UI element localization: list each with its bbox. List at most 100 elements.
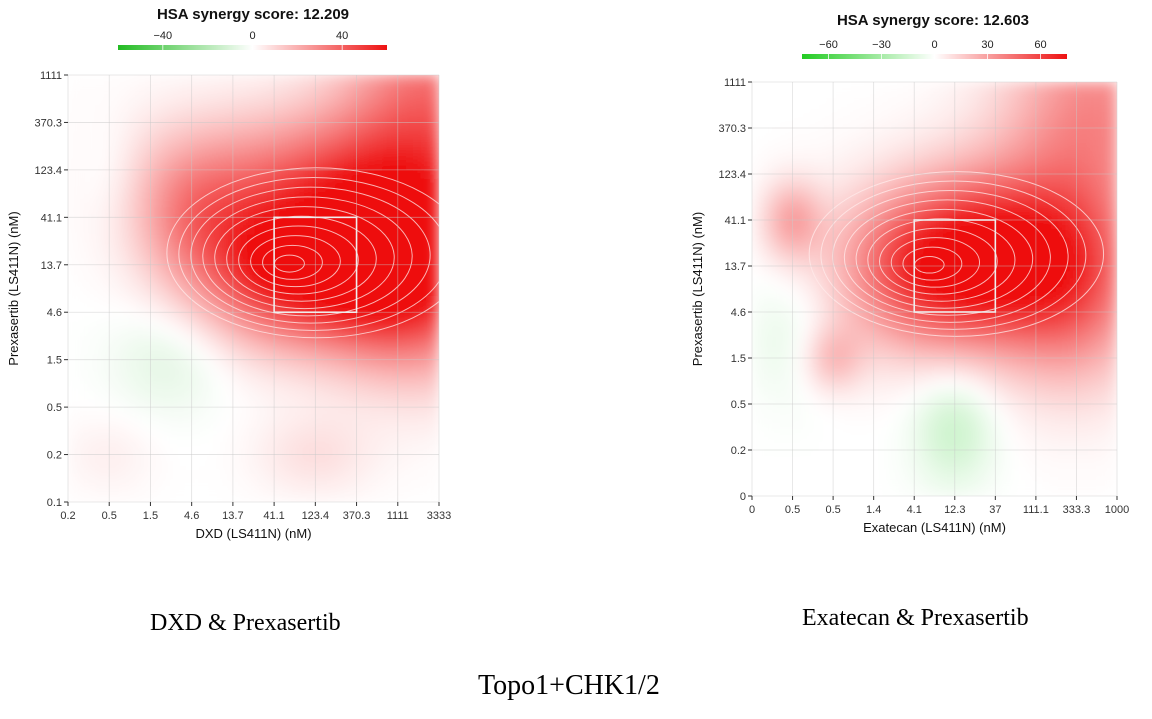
heat-cell — [123, 204, 134, 215]
heat-cell — [228, 315, 238, 327]
heat-cell — [99, 343, 109, 354]
heat-cell — [1037, 126, 1047, 137]
heat-cell — [1037, 468, 1047, 479]
heat-cell — [261, 427, 271, 438]
heat-cell — [1084, 108, 1094, 119]
heat-cell — [325, 343, 335, 354]
heat-cell — [349, 352, 359, 364]
heat-cell — [822, 225, 832, 236]
heat-cell — [1045, 90, 1055, 101]
heat-cell — [799, 315, 809, 326]
heat-cell — [1021, 99, 1031, 110]
heat-cell — [807, 225, 816, 236]
heat-cell — [156, 343, 166, 354]
heat-cell — [1068, 414, 1078, 425]
heat-cell — [123, 455, 134, 466]
heat-cell — [325, 260, 335, 271]
heat-cell — [814, 144, 824, 155]
heat-cell — [989, 162, 999, 173]
heat-cell — [349, 130, 359, 141]
synergy-chart-dxd: 0.2 0.5 1.5 4.6 13.7 41.1 123.4 370.3 1111 33330.… — [6, 6, 451, 541]
axes: 0.2 0.5 1.5 4.6 13.7 41.1 123.4 370.3 1111 33330.… — [34, 70, 451, 522]
heat-cell — [244, 436, 254, 447]
heat-cell — [989, 468, 999, 479]
heat-cell — [422, 102, 432, 113]
heat-cell — [1037, 144, 1047, 155]
heat-cell — [878, 82, 888, 92]
heat-cell — [83, 371, 93, 382]
heat-cell — [349, 75, 359, 85]
heat-cell — [373, 130, 384, 141]
heat-cell — [277, 492, 287, 502]
heat-cell — [854, 423, 864, 434]
heat-cell — [830, 405, 840, 416]
heat-cell — [846, 414, 856, 425]
heat-cell — [373, 250, 384, 262]
heat-cell — [1005, 360, 1015, 371]
heat-cell — [398, 111, 408, 122]
heat-cell — [107, 93, 117, 104]
heat-cell — [91, 306, 101, 317]
heat-cell — [973, 432, 983, 443]
heat-cell — [373, 111, 384, 122]
heat-cell — [759, 270, 769, 281]
heat-cell — [814, 423, 824, 434]
heat-cell — [390, 139, 400, 150]
heat-cell — [365, 130, 375, 141]
heat-cell — [422, 176, 432, 187]
heat-cell — [132, 492, 142, 502]
heat-cell — [894, 378, 904, 389]
heat-cell — [253, 445, 263, 457]
heat-cell — [934, 414, 943, 425]
heat-cell — [854, 126, 864, 137]
heat-cell — [894, 432, 904, 443]
heat-cell — [382, 185, 392, 197]
heat-cell — [894, 306, 904, 317]
heat-cell — [910, 189, 920, 200]
heat-cell — [156, 455, 166, 466]
heat-cell — [107, 455, 117, 466]
heat-cell — [759, 414, 769, 425]
heat-cell — [1013, 153, 1023, 164]
heat-cell — [156, 362, 166, 373]
heat-cell — [123, 445, 134, 457]
heat-cell — [333, 278, 343, 289]
heat-cell — [204, 352, 214, 364]
heat-cell — [341, 176, 351, 187]
heat-cell — [317, 75, 327, 85]
heat-cell — [807, 171, 816, 182]
heat-cell — [91, 288, 101, 299]
heat-cell — [752, 126, 761, 137]
heat-cell — [188, 232, 198, 243]
heat-cell — [854, 351, 864, 362]
heat-cell — [83, 436, 93, 447]
heat-cell — [414, 325, 424, 336]
heat-cell — [1005, 477, 1015, 488]
heat-cell — [309, 260, 319, 271]
heat-cell — [902, 270, 912, 281]
heat-cell — [965, 486, 975, 496]
heat-cell — [902, 486, 912, 496]
heat-cell — [317, 148, 327, 160]
heat-cell — [68, 464, 77, 475]
heat-cell — [349, 288, 359, 299]
heat-cell — [430, 120, 439, 132]
heat-cell — [1029, 126, 1039, 137]
heat-cell — [1084, 378, 1094, 389]
heat-cell — [212, 130, 222, 141]
heat-cell — [767, 261, 777, 272]
heat-cell — [398, 223, 408, 234]
heat-cell — [333, 352, 343, 364]
heat-cell — [398, 343, 408, 354]
heat-cell — [406, 371, 416, 382]
heat-cell — [196, 417, 206, 429]
heat-cell — [886, 216, 896, 227]
heat-cell — [333, 139, 343, 150]
heat-cell — [949, 315, 959, 326]
heat-cell — [1108, 360, 1117, 371]
heat-cell — [75, 75, 85, 85]
heat-cell — [894, 144, 904, 155]
heat-cell — [228, 390, 238, 401]
heat-cell — [1021, 378, 1031, 389]
heat-cell — [309, 195, 319, 206]
